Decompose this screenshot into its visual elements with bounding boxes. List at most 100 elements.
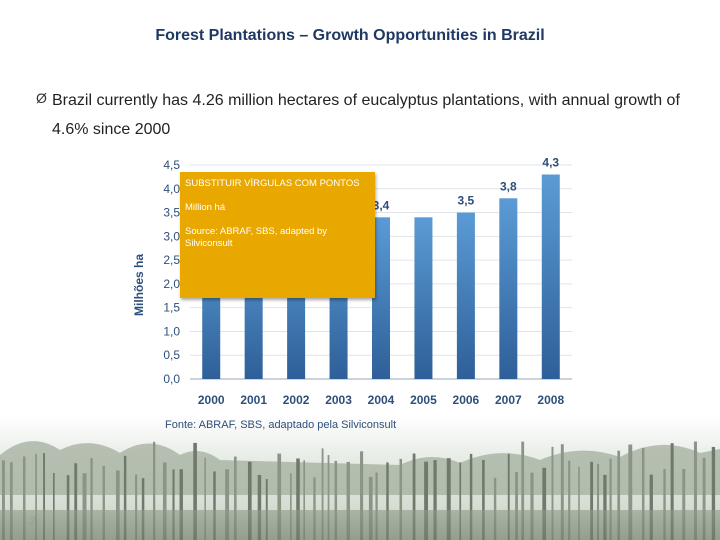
tree-trunk bbox=[35, 453, 37, 540]
slide-number: 2 bbox=[30, 516, 36, 527]
tree-trunk bbox=[290, 473, 292, 540]
tree-trunk bbox=[102, 465, 105, 540]
tree-trunk bbox=[515, 471, 518, 540]
tree-trunk bbox=[682, 468, 686, 540]
tree-trunk bbox=[433, 460, 437, 540]
bar-2004 bbox=[372, 217, 390, 379]
tree-trunk bbox=[74, 463, 78, 540]
tree-trunk bbox=[265, 479, 268, 540]
tree-trunk bbox=[459, 462, 462, 540]
tree-trunk bbox=[412, 453, 416, 540]
tree-trunk bbox=[90, 458, 93, 540]
tree-trunk bbox=[9, 462, 13, 540]
tree-trunk bbox=[115, 470, 120, 540]
bullet-text: Brazil currently has 4.26 million hectar… bbox=[52, 92, 680, 138]
x-tick-label: 2007 bbox=[495, 393, 522, 407]
tree-trunk bbox=[702, 457, 706, 540]
tree-trunk bbox=[43, 453, 46, 540]
y-tick-label: 1,5 bbox=[163, 301, 180, 315]
tree-trunk bbox=[152, 441, 156, 540]
x-tick-label: 2003 bbox=[325, 393, 352, 407]
bar-2005 bbox=[414, 217, 433, 379]
tree-trunk bbox=[521, 441, 525, 540]
tree-trunk bbox=[375, 472, 378, 540]
tree-trunk bbox=[609, 458, 612, 540]
tree-trunk bbox=[507, 453, 510, 540]
sticky-note: SUBSTITUIR VÍRGULAS COM PONTOS Million h… bbox=[180, 172, 375, 298]
tree-trunk bbox=[542, 467, 547, 540]
bar-2007 bbox=[499, 198, 518, 379]
data-label: 3,8 bbox=[500, 179, 517, 193]
tree-trunk bbox=[22, 456, 26, 540]
y-tick-label: 4,5 bbox=[163, 158, 180, 172]
tree-trunk bbox=[560, 444, 564, 540]
y-tick-label: 2,5 bbox=[163, 253, 180, 267]
tree-trunk bbox=[179, 469, 183, 540]
note-line-3: Source: ABRAF, SBS, adapted by Silvicons… bbox=[185, 226, 328, 249]
tree-trunk bbox=[530, 472, 534, 540]
y-tick-label: 0,5 bbox=[163, 348, 180, 362]
tree-trunk bbox=[2, 460, 5, 540]
data-label: 3,5 bbox=[458, 194, 475, 208]
tree-trunk bbox=[590, 461, 594, 540]
tree-trunk bbox=[641, 447, 645, 540]
bar-2006 bbox=[456, 212, 475, 379]
tree-trunk bbox=[334, 460, 338, 540]
tree-trunk bbox=[66, 475, 70, 540]
tree-trunk bbox=[578, 466, 580, 540]
tree-trunk bbox=[493, 477, 497, 540]
tree-trunk bbox=[424, 461, 429, 540]
tree-trunk bbox=[617, 450, 621, 540]
tree-trunk bbox=[368, 476, 373, 540]
tree-trunk bbox=[82, 473, 87, 540]
tree-trunk bbox=[141, 478, 145, 540]
tree-trunk bbox=[53, 472, 55, 540]
x-tick-label: 2008 bbox=[537, 393, 564, 407]
tree-trunk bbox=[711, 446, 716, 540]
tree-trunk bbox=[386, 462, 389, 540]
tree-trunk bbox=[204, 457, 206, 540]
x-tick-label: 2002 bbox=[283, 393, 310, 407]
tree-trunk bbox=[321, 448, 324, 540]
y-axis-label: Milhões ha bbox=[132, 254, 146, 316]
tree-trunk bbox=[225, 469, 230, 540]
x-tick-label: 2001 bbox=[240, 393, 267, 407]
forest-photo bbox=[0, 415, 720, 540]
tree-trunk bbox=[123, 455, 127, 540]
tree-trunk bbox=[469, 453, 473, 540]
tree-trunk bbox=[296, 458, 300, 540]
note-line-1: SUBSTITUIR VÍRGULAS COM PONTOS bbox=[185, 178, 360, 189]
tree-trunk bbox=[303, 460, 306, 540]
tree-trunk bbox=[213, 471, 216, 540]
tree-trunk bbox=[193, 442, 197, 540]
tree-trunk bbox=[597, 463, 600, 540]
tree-trunk bbox=[628, 444, 633, 540]
tree-trunk bbox=[482, 459, 485, 540]
x-tick-label: 2006 bbox=[453, 393, 480, 407]
tree-trunk bbox=[135, 474, 138, 540]
tree-trunk bbox=[603, 474, 607, 540]
tree-trunk bbox=[172, 469, 175, 540]
bullet-arrow-icon: Ø bbox=[36, 90, 47, 106]
tree-trunk bbox=[649, 474, 653, 540]
tree-trunk bbox=[670, 443, 674, 540]
tree-trunk bbox=[693, 441, 697, 540]
data-label: 4,3 bbox=[542, 156, 559, 170]
x-tick-label: 2000 bbox=[198, 393, 225, 407]
y-tick-label: 4,0 bbox=[163, 182, 180, 196]
tree-trunk bbox=[346, 461, 350, 540]
x-tick-label: 2004 bbox=[368, 393, 395, 407]
data-label: 3,4 bbox=[373, 198, 390, 212]
y-tick-label: 3,5 bbox=[163, 206, 180, 220]
y-tick-label: 3,0 bbox=[163, 229, 180, 243]
tree-trunk bbox=[568, 460, 571, 540]
tree-trunk bbox=[399, 458, 403, 540]
bar-2008 bbox=[541, 174, 560, 379]
tree-trunk bbox=[247, 461, 252, 540]
tree-trunk bbox=[327, 455, 330, 540]
tree-trunk bbox=[446, 458, 451, 540]
tree-trunk bbox=[360, 451, 364, 540]
tree-trunk bbox=[663, 468, 666, 540]
x-tick-label: 2005 bbox=[410, 393, 437, 407]
chart-source: Fonte: ABRAF, SBS, adaptado pela Silvico… bbox=[165, 419, 396, 431]
